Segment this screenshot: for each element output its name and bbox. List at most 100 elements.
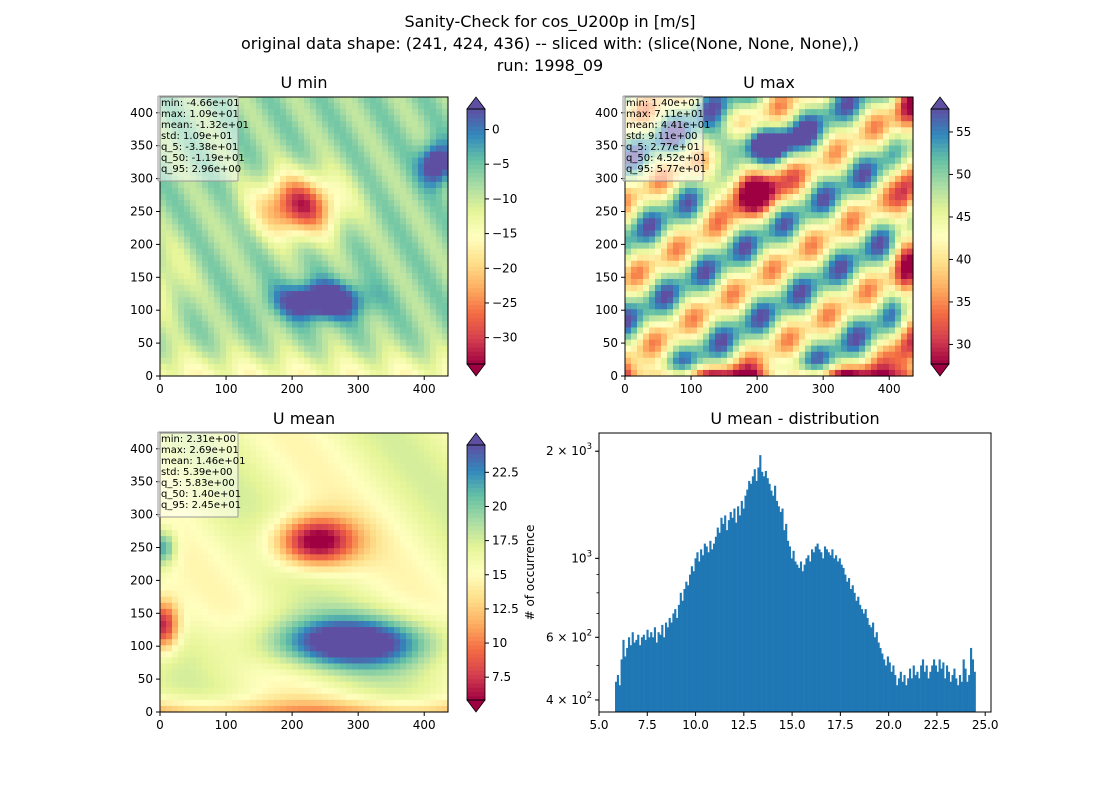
y-tick-label: 350	[595, 139, 618, 153]
stats-line: q_5: 2.77e+01	[626, 142, 700, 153]
histogram-bar	[674, 609, 677, 712]
stats-line: mean: 1.46e+01	[161, 456, 245, 467]
histogram-bar	[774, 485, 777, 712]
stats-line: q_95: 2.45e+01	[161, 500, 241, 511]
x-tick-label: 5.0	[589, 718, 608, 732]
histogram-bar	[659, 634, 662, 712]
colorbar-tick-label: −30	[492, 331, 517, 345]
histogram-bar	[829, 555, 832, 712]
histogram-bar	[792, 550, 795, 712]
histogram-bar	[908, 668, 912, 712]
histogram-bar	[949, 681, 952, 712]
stats-line: min: 1.40e+01	[626, 98, 701, 109]
axes-frame	[159, 432, 449, 713]
colorbar: 30 35 40 45 50 55	[930, 96, 971, 377]
x-tick-label: 400	[413, 382, 436, 396]
histogram-bar	[688, 574, 692, 712]
histogram-bar	[759, 455, 762, 712]
histogram-bar	[947, 671, 950, 712]
y-tick-label: 103	[571, 549, 592, 565]
x-tick-label: 12.5	[730, 718, 757, 732]
heatmap-panel-2: U mean 0 100 200 300 400 0 50 100 150 200 250 300 350…	[130, 409, 519, 732]
histogram-bar	[687, 585, 690, 712]
histogram-bar	[822, 558, 825, 712]
histogram-bar	[692, 571, 695, 712]
x-tick-label: 400	[878, 382, 901, 396]
histogram-bar	[724, 515, 727, 712]
histogram-bar	[931, 665, 934, 712]
histogram-bar	[912, 665, 915, 712]
axes-frame	[624, 96, 914, 377]
histogram-bar	[690, 566, 693, 712]
colorbar-tick-label: 40	[956, 252, 971, 266]
histogram-bar	[631, 632, 634, 712]
y-tick-label: 2 × 103	[546, 442, 592, 458]
y-tick-label: 0	[145, 369, 153, 383]
histogram-bar	[786, 540, 790, 712]
stats-box	[157, 95, 239, 182]
histogram-bar	[749, 483, 753, 712]
histogram-bar	[733, 508, 736, 712]
x-tick-label: 0	[156, 382, 164, 396]
x-tick-label: 7.5	[638, 718, 657, 732]
histogram-bar	[779, 511, 782, 712]
y-tick-label: 50	[603, 336, 618, 350]
histogram-bar	[740, 500, 743, 712]
histogram-bar	[661, 624, 664, 712]
histogram-bar	[639, 645, 642, 712]
y-tick-label: 300	[595, 172, 618, 186]
histogram-bar	[847, 578, 851, 712]
histogram-bar	[801, 571, 804, 712]
x-tick-label: 10.0	[682, 718, 709, 732]
y-tick-label: 0	[145, 705, 153, 719]
histogram-bar	[744, 495, 747, 712]
histogram-bar	[620, 659, 623, 712]
panel-title: U max	[743, 73, 795, 92]
histogram-bar	[663, 637, 666, 712]
y-tick-label: 200	[130, 573, 153, 587]
y-tick-label: 350	[130, 475, 153, 489]
histogram-bar	[873, 637, 877, 712]
colorbar-extend-top	[930, 96, 950, 110]
histogram-bar	[622, 639, 625, 712]
histogram-bar	[918, 678, 921, 712]
y-tick-label: 50	[138, 336, 153, 350]
histogram-bar	[722, 523, 725, 712]
histogram-bar	[642, 634, 645, 712]
histogram-bar	[748, 480, 751, 712]
histogram-bar	[910, 678, 913, 712]
stats-line: q_5: 5.83e+00	[161, 478, 235, 489]
histogram-bar	[753, 469, 756, 712]
colorbar-tick-label: 10	[492, 636, 507, 650]
histogram-bar	[868, 624, 871, 712]
x-tick-label: 200	[281, 718, 304, 732]
colorbar-extend-bottom	[930, 363, 950, 377]
histogram-bar	[809, 561, 812, 712]
histogram-bar	[700, 549, 703, 712]
histogram-bar	[811, 549, 814, 712]
colorbar-tick-label: 35	[956, 295, 971, 309]
histogram-bar	[864, 609, 867, 712]
histogram-bar	[694, 558, 697, 712]
histogram-bar	[790, 558, 793, 712]
histogram-bar	[938, 659, 941, 712]
panel-title: U mean - distribution	[710, 409, 879, 428]
histogram-bar	[812, 552, 815, 712]
histogram-bar	[936, 671, 939, 712]
colorbar-tick-label: 45	[956, 210, 971, 224]
x-tick-label: 17.5	[827, 718, 854, 732]
histogram-bar	[897, 678, 901, 712]
colorbar-tick-label: −25	[492, 296, 517, 310]
x-tick-label: 0	[621, 382, 629, 396]
histogram-bar	[879, 647, 882, 712]
histogram-bar	[955, 678, 958, 712]
stats-line: mean: 4.41e+01	[626, 120, 710, 131]
histogram-bar	[757, 467, 760, 712]
histogram-bar	[814, 546, 817, 712]
histogram-bar	[676, 617, 679, 712]
histogram-bar	[720, 517, 723, 712]
y-tick-label: 50	[138, 672, 153, 686]
y-tick-label: 250	[130, 540, 153, 554]
histogram-bar	[650, 632, 653, 712]
histogram-bar	[884, 665, 888, 712]
